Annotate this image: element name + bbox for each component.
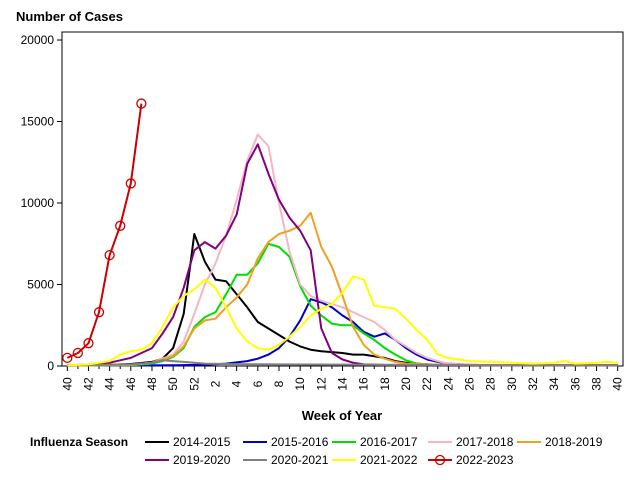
series-layer: [62, 98, 618, 367]
chart-title: Number of Cases: [16, 9, 123, 24]
x-tick-label: 40: [60, 377, 74, 391]
legend-label: 2015-2016: [271, 435, 329, 449]
series-line-2022-2023: [66, 103, 143, 359]
series-line-2016-2017: [67, 242, 618, 367]
data-point: [72, 347, 84, 359]
series-line-2020-2021: [67, 359, 618, 367]
legend-label: 2018-2019: [545, 435, 603, 449]
legend-label: 2022-2023: [456, 453, 514, 467]
data-point: [104, 250, 115, 261]
x-tick-label: 14: [336, 377, 350, 391]
y-tick-label: 5000: [27, 278, 54, 292]
y-axis: 0 5000 10000 15000 20000: [21, 33, 62, 373]
data-point: [125, 178, 136, 189]
x-tick-label: 42: [81, 377, 95, 391]
x-tick-label: 34: [547, 377, 561, 391]
data-point: [62, 352, 73, 364]
legend-title: Influenza Season: [30, 435, 128, 449]
x-tick-label: 40: [611, 377, 625, 391]
legend-label: 2017-2018: [456, 435, 514, 449]
data-point: [83, 338, 94, 349]
x-tick-label: 30: [505, 377, 519, 391]
y-tick-label: 20000: [21, 33, 55, 47]
data-point: [93, 307, 105, 318]
legend-label: 2014-2015: [173, 435, 231, 449]
x-tick-label: 2: [208, 380, 222, 387]
y-tick-label: 0: [47, 359, 54, 373]
x-tick-label: 4: [230, 380, 244, 387]
x-tick-label: 44: [103, 377, 117, 391]
x-tick-label: 10: [293, 377, 307, 391]
legend-label: 2019-2020: [173, 453, 231, 467]
x-tick-label: 16: [357, 377, 371, 391]
x-tick-label: 22: [420, 377, 434, 391]
legend-label: 2020-2021: [271, 453, 329, 467]
legend-label: 2016-2017: [360, 435, 418, 449]
x-tick-label: 18: [378, 377, 392, 391]
series-line-2015-2016: [67, 298, 618, 367]
legend-marker: [434, 454, 446, 466]
x-tick-label: 28: [484, 377, 498, 391]
x-tick-label: 46: [124, 377, 138, 391]
data-point: [115, 220, 126, 231]
legend: Influenza Season 2014-2015 2015-2016 2016-…: [30, 435, 603, 467]
x-tick-label: 6: [251, 380, 265, 387]
x-tick-label: 52: [187, 377, 201, 391]
x-tick-label: 36: [568, 377, 582, 391]
x-tick-label: 24: [441, 377, 455, 391]
x-tick-label: 8: [272, 380, 286, 387]
x-tick-label: 38: [590, 377, 604, 391]
data-point: [136, 98, 147, 109]
series-line-2021-2022: [67, 275, 618, 367]
x-tick-label: 32: [526, 377, 540, 391]
x-tick-label: 12: [314, 377, 328, 391]
x-axis-title: Week of Year: [302, 408, 382, 423]
series-line-2019-2020: [67, 143, 618, 367]
x-axis: 40 42 44 46 48 50 52 2 4 6 8 10 12 14 16 18 20 22 24 26 28 30…: [60, 366, 625, 391]
x-tick-label: 20: [399, 377, 413, 391]
y-tick-label: 15000: [21, 115, 55, 129]
x-tick-label: 50: [166, 377, 180, 391]
x-tick-label: 26: [463, 377, 477, 391]
series-line-2017-2018: [67, 133, 618, 367]
series-line-2018-2019: [67, 211, 618, 367]
x-tick-label: 48: [145, 377, 159, 391]
legend-label: 2021-2022: [360, 453, 418, 467]
y-tick-label: 10000: [21, 196, 55, 210]
